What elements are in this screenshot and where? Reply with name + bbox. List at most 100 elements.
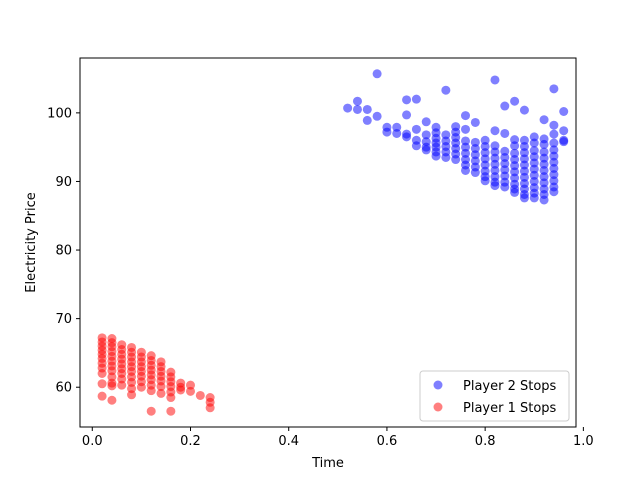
legend-label-player-1: Player 1 Stops bbox=[463, 401, 557, 416]
series-0-point-97 bbox=[519, 105, 529, 115]
series-0-point-2 bbox=[352, 104, 362, 114]
series-0-point-10 bbox=[392, 128, 402, 138]
y-tick-label-1: 70 bbox=[55, 312, 72, 327]
series-0-point-141 bbox=[549, 176, 559, 186]
series-1-point-57 bbox=[146, 386, 156, 396]
series-0-point-61 bbox=[480, 148, 490, 158]
points-layer bbox=[97, 69, 569, 416]
series-0-point-85 bbox=[500, 182, 510, 192]
series-0-point-92 bbox=[510, 167, 520, 177]
y-tick-label-0: 60 bbox=[55, 381, 72, 396]
series-0-point-0 bbox=[343, 103, 353, 113]
series-1-point-31 bbox=[117, 380, 127, 390]
series-1-point-8 bbox=[97, 369, 107, 378]
series-0-point-82 bbox=[500, 165, 510, 175]
series-1-point-9 bbox=[97, 379, 107, 389]
series-0-point-132 bbox=[549, 84, 559, 94]
series-0-point-30 bbox=[431, 151, 441, 161]
series-0-point-78 bbox=[500, 128, 510, 138]
series-0-point-67 bbox=[490, 75, 500, 85]
series-0-point-14 bbox=[402, 132, 412, 142]
series-0-point-108 bbox=[519, 193, 529, 203]
y-axis: 60 70 80 90 100 bbox=[47, 106, 80, 396]
series-1-point-71 bbox=[166, 393, 176, 403]
series-0-point-43 bbox=[451, 155, 461, 165]
series-0-point-102 bbox=[519, 160, 529, 170]
series-0-point-83 bbox=[500, 171, 510, 181]
series-0-point-8 bbox=[382, 127, 392, 137]
series-1-point-81 bbox=[205, 403, 215, 413]
series-0-point-143 bbox=[549, 187, 559, 197]
series-0-point-136 bbox=[549, 145, 559, 155]
series-0-point-144 bbox=[559, 107, 569, 116]
series-0-point-114 bbox=[529, 164, 539, 174]
series-0-point-128 bbox=[539, 178, 549, 188]
series-0-point-135 bbox=[549, 138, 559, 148]
series-0-point-60 bbox=[480, 141, 490, 151]
series-0-point-19 bbox=[421, 117, 431, 127]
series-0-point-70 bbox=[490, 147, 500, 157]
x-tick-label-0: 0.0 bbox=[82, 434, 103, 449]
series-0-point-71 bbox=[490, 153, 500, 163]
series-0-point-81 bbox=[500, 159, 510, 169]
x-axis: 0.0 0.2 0.4 0.6 0.8 1.0 bbox=[82, 427, 594, 449]
x-tick-label-1: 0.2 bbox=[180, 434, 201, 449]
series-0-point-36 bbox=[441, 152, 451, 162]
series-1-point-41 bbox=[127, 390, 137, 400]
x-axis-label: Time bbox=[311, 456, 344, 471]
series-0-point-54 bbox=[470, 144, 480, 154]
series-1-point-22 bbox=[107, 395, 117, 405]
series-0-point-119 bbox=[529, 193, 539, 203]
series-0-point-123 bbox=[539, 147, 549, 157]
series-1-point-19 bbox=[107, 372, 117, 382]
series-1-point-64 bbox=[156, 382, 166, 392]
series-0-point-133 bbox=[549, 120, 559, 130]
y-axis-label: Electricity Price bbox=[24, 192, 39, 292]
x-tick-label-5: 1.0 bbox=[573, 434, 594, 449]
series-0-point-1 bbox=[352, 96, 362, 106]
series-0-point-90 bbox=[510, 155, 520, 165]
series-0-point-122 bbox=[539, 139, 549, 149]
series-0-point-100 bbox=[519, 148, 529, 158]
series-0-point-131 bbox=[539, 195, 549, 205]
series-0-point-16 bbox=[411, 124, 421, 134]
series-0-point-86 bbox=[510, 96, 520, 106]
series-1-point-58 bbox=[146, 406, 156, 416]
x-tick-label-2: 0.4 bbox=[278, 434, 299, 449]
series-0-point-23 bbox=[421, 145, 431, 155]
series-0-point-53 bbox=[470, 137, 480, 147]
y-tick-label-2: 80 bbox=[55, 244, 72, 259]
series-1-point-72 bbox=[166, 406, 176, 416]
series-0-point-76 bbox=[490, 181, 500, 191]
series-0-point-6 bbox=[372, 111, 382, 121]
series-0-point-3 bbox=[362, 104, 372, 114]
legend: Player 2 Stops Player 1 Stops bbox=[419, 370, 570, 422]
series-0-point-47 bbox=[461, 142, 470, 152]
series-0-point-103 bbox=[519, 166, 529, 176]
series-0-point-145 bbox=[559, 126, 569, 136]
series-0-point-68 bbox=[490, 126, 500, 136]
series-0-point-12 bbox=[402, 110, 412, 120]
y-tick-label-4: 100 bbox=[47, 106, 72, 121]
series-0-point-126 bbox=[539, 165, 549, 175]
series-1-point-77 bbox=[186, 386, 195, 396]
series-0-point-32 bbox=[441, 130, 451, 140]
series-0-point-109 bbox=[529, 132, 539, 142]
series-0-point-63 bbox=[480, 160, 490, 170]
series-0-point-72 bbox=[490, 159, 500, 169]
series-0-point-88 bbox=[510, 141, 520, 151]
series-0-point-73 bbox=[490, 165, 500, 175]
series-0-point-58 bbox=[470, 168, 480, 178]
x-tick-label-3: 0.6 bbox=[377, 434, 398, 449]
series-0-point-101 bbox=[519, 154, 529, 164]
series-0-point-115 bbox=[529, 170, 539, 180]
series-0-point-110 bbox=[529, 138, 539, 148]
series-0-point-45 bbox=[461, 124, 470, 134]
series-1-point-76 bbox=[186, 380, 195, 390]
series-0-point-51 bbox=[461, 165, 470, 175]
series-0-point-93 bbox=[510, 173, 520, 183]
series-0-point-52 bbox=[470, 117, 480, 127]
series-0-point-112 bbox=[529, 152, 539, 162]
series-0-point-96 bbox=[510, 187, 520, 197]
